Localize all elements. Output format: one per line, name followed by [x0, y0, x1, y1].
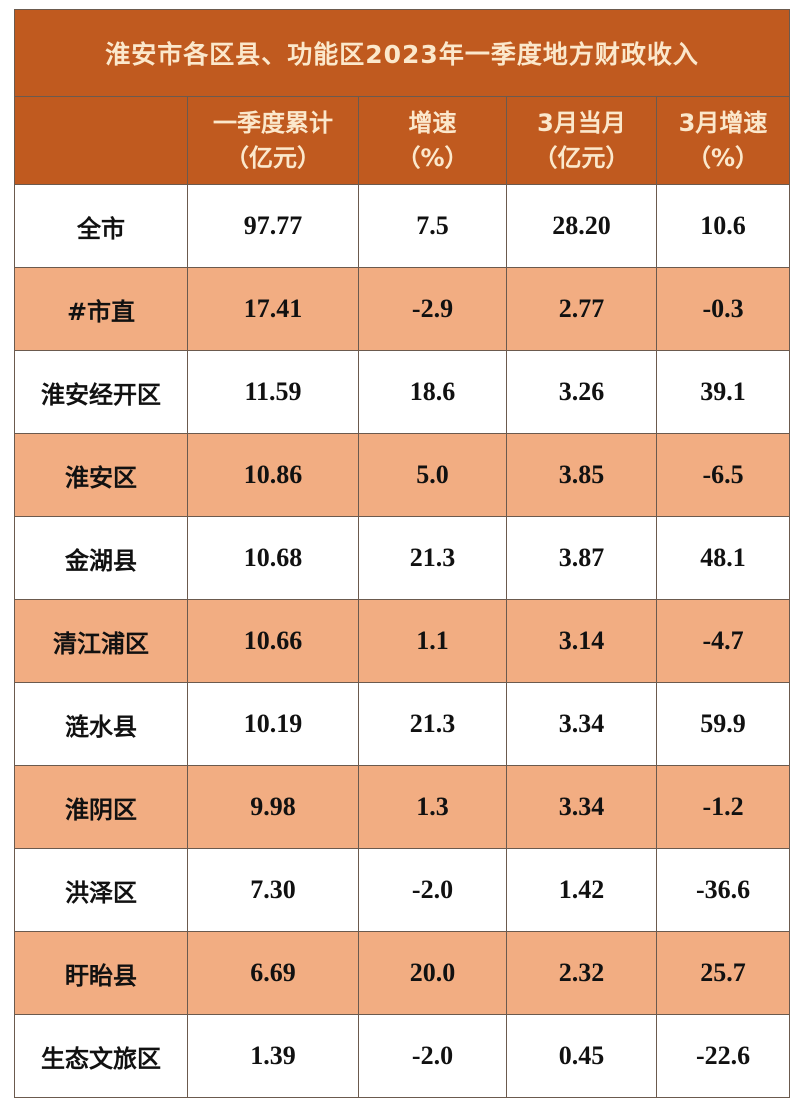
value-cell: -2.0	[358, 1014, 507, 1098]
column-header-line2: （亿元）	[225, 143, 321, 172]
region-name-cell: 淮安区	[14, 433, 188, 517]
column-header-line2: （%）	[396, 143, 469, 172]
value-cell: 3.26	[506, 350, 657, 434]
value-cell: 28.20	[506, 184, 657, 268]
value-cell: 39.1	[655, 350, 791, 434]
fiscal-revenue-table: 淮安市各区县、功能区2023年一季度地方财政收入 一季度累计 （亿元） 增速 （%） 3…	[13, 9, 791, 1098]
value-cell: -4.7	[655, 599, 791, 683]
value-cell: 1.3	[358, 765, 507, 849]
value-cell: 25.7	[655, 931, 791, 1015]
header-row: 一季度累计 （亿元） 增速 （%） 3月当月 （亿元） 3月增速 （%）	[14, 96, 791, 185]
value-cell: 1.1	[358, 599, 507, 683]
value-cell: 1.42	[506, 848, 657, 932]
value-cell: 48.1	[655, 516, 791, 600]
value-cell: 1.39	[187, 1014, 359, 1098]
value-cell: -36.6	[655, 848, 791, 932]
value-cell: -2.9	[358, 267, 507, 351]
column-header: 增速 （%）	[358, 96, 507, 185]
table-row: 洪泽区 7.30 -2.0 1.42 -36.6	[14, 848, 791, 932]
column-header-line1: 一季度累计	[213, 108, 333, 137]
value-cell: 7.5	[358, 184, 507, 268]
value-cell: 2.32	[506, 931, 657, 1015]
table-row: 清江浦区 10.66 1.1 3.14 -4.7	[14, 599, 791, 683]
value-cell: 20.0	[358, 931, 507, 1015]
column-header-line1: 3月增速	[678, 108, 768, 137]
value-cell: 7.30	[187, 848, 359, 932]
table-row: 盱眙县 6.69 20.0 2.32 25.7	[14, 931, 791, 1015]
column-header-line1: 增速	[408, 108, 457, 137]
value-cell: 3.85	[506, 433, 657, 517]
value-cell: 10.68	[187, 516, 359, 600]
region-name-cell: 洪泽区	[14, 848, 188, 932]
value-cell: 21.3	[358, 516, 507, 600]
value-cell: 10.19	[187, 682, 359, 766]
table-row: 涟水县 10.19 21.3 3.34 59.9	[14, 682, 791, 766]
value-cell: 10.66	[187, 599, 359, 683]
region-name-cell: #市直	[14, 267, 188, 351]
value-cell: -6.5	[655, 433, 791, 517]
region-name-cell: 金湖县	[14, 516, 188, 600]
region-name-cell: 全市	[14, 184, 188, 268]
value-cell: 9.98	[187, 765, 359, 849]
value-cell: 3.34	[506, 765, 657, 849]
table-body: 全市 97.77 7.5 28.20 10.6 #市直 17.41 -2.9 2.77 -0.3 淮…	[14, 184, 791, 1098]
table-row: 生态文旅区 1.39 -2.0 0.45 -22.6	[14, 1014, 791, 1098]
table-row: 全市 97.77 7.5 28.20 10.6	[14, 184, 791, 268]
value-cell: 3.14	[506, 599, 657, 683]
column-header	[14, 96, 188, 185]
value-cell: -0.3	[655, 267, 791, 351]
value-cell: 0.45	[506, 1014, 657, 1098]
value-cell: 97.77	[187, 184, 359, 268]
table-row: 金湖县 10.68 21.3 3.87 48.1	[14, 516, 791, 600]
value-cell: -2.0	[358, 848, 507, 932]
value-cell: 3.87	[506, 516, 657, 600]
value-cell: -1.2	[655, 765, 791, 849]
value-cell: 18.6	[358, 350, 507, 434]
value-cell: -22.6	[655, 1014, 791, 1098]
value-cell: 59.9	[655, 682, 791, 766]
column-header-line1: 3月当月	[537, 108, 626, 137]
region-name-cell: 生态文旅区	[14, 1014, 188, 1098]
region-name-cell: 淮阴区	[14, 765, 188, 849]
column-header-line2: （亿元）	[533, 143, 630, 172]
value-cell: 11.59	[187, 350, 359, 434]
region-name-cell: 清江浦区	[14, 599, 188, 683]
region-name-cell: 涟水县	[14, 682, 188, 766]
table-row: 淮安经开区 11.59 18.6 3.26 39.1	[14, 350, 791, 434]
column-header: 3月增速 （%）	[655, 96, 791, 185]
region-name-cell: 淮安经开区	[14, 350, 188, 434]
value-cell: 2.77	[506, 267, 657, 351]
column-header: 一季度累计 （亿元）	[187, 96, 359, 185]
value-cell: 17.41	[187, 267, 359, 351]
table-row: 淮安区 10.86 5.0 3.85 -6.5	[14, 433, 791, 517]
table-row: 淮阴区 9.98 1.3 3.34 -1.2	[14, 765, 791, 849]
region-name-cell: 盱眙县	[14, 931, 188, 1015]
value-cell: 3.34	[506, 682, 657, 766]
value-cell: 10.6	[655, 184, 791, 268]
value-cell: 21.3	[358, 682, 507, 766]
column-header-line2: （%）	[687, 143, 760, 172]
column-header: 3月当月 （亿元）	[506, 96, 657, 185]
value-cell: 6.69	[187, 931, 359, 1015]
table-row: #市直 17.41 -2.9 2.77 -0.3	[14, 267, 791, 351]
table-title: 淮安市各区县、功能区2023年一季度地方财政收入	[13, 9, 791, 97]
value-cell: 10.86	[187, 433, 359, 517]
value-cell: 5.0	[358, 433, 507, 517]
